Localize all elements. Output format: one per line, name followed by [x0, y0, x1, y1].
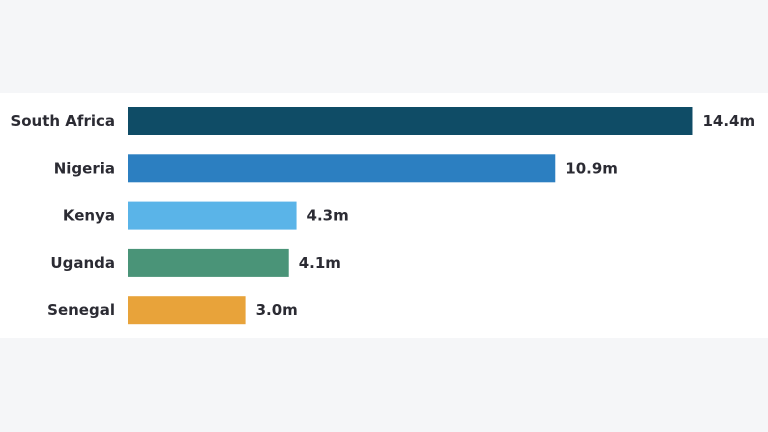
- category-label-south-africa: South Africa: [10, 112, 115, 130]
- bar-south-africa: [128, 107, 693, 135]
- bar-nigeria: [128, 154, 556, 183]
- value-label-uganda: 4.1m: [299, 254, 341, 272]
- category-label-uganda: Uganda: [50, 254, 115, 272]
- chart-panel: South Africa 14.4m Nigeria 10.9m Kenya 4.3m Ug…: [0, 93, 768, 338]
- bar-kenya: [128, 201, 297, 230]
- value-label-nigeria: 10.9m: [565, 159, 618, 177]
- bars-layer: South Africa 14.4m Nigeria 10.9m Kenya 4.3m Ug…: [10, 107, 755, 325]
- category-label-kenya: Kenya: [63, 207, 115, 225]
- value-label-south-africa: 14.4m: [702, 112, 755, 130]
- bar-uganda: [128, 248, 289, 277]
- category-label-nigeria: Nigeria: [54, 159, 115, 177]
- bar-senegal: [128, 296, 246, 325]
- value-label-kenya: 4.3m: [307, 207, 349, 225]
- bar-chart: South Africa 14.4m Nigeria 10.9m Kenya 4.3m Ug…: [10, 107, 755, 325]
- value-label-senegal: 3.0m: [256, 301, 298, 319]
- category-label-senegal: Senegal: [47, 301, 115, 319]
